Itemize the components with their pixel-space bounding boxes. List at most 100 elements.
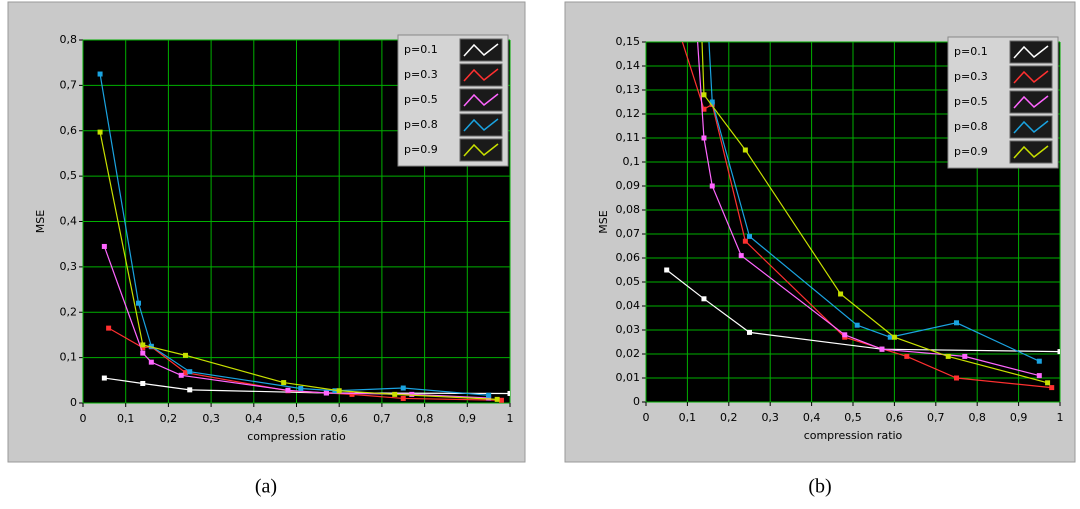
y-tick-label: 0,3: [60, 260, 78, 273]
point-marker: [136, 300, 142, 306]
point-marker: [187, 369, 193, 375]
legend-label: p=0.3: [404, 68, 438, 81]
y-tick-label: 0,1: [623, 155, 641, 168]
x-tick-label: 0,4: [245, 412, 263, 425]
y-tick-label: 0,15: [616, 35, 641, 48]
legend-swatch-bg: [459, 38, 503, 62]
legend-label: p=0.9: [404, 143, 438, 156]
caption: (a): [255, 476, 277, 498]
point-marker: [494, 396, 500, 402]
point-marker: [400, 385, 406, 391]
point-marker: [140, 342, 146, 348]
point-marker: [701, 92, 707, 98]
point-marker: [891, 334, 897, 340]
y-tick-label: 0,4: [60, 215, 78, 228]
x-tick-label: 0,9: [459, 412, 477, 425]
point-marker: [904, 353, 910, 359]
legend-label: p=0.8: [954, 120, 988, 133]
x-tick-label: 0,2: [720, 411, 738, 424]
point-marker: [709, 99, 715, 105]
y-tick-label: 0,8: [60, 33, 78, 46]
series-group: [664, 42, 1060, 391]
point-marker: [738, 253, 744, 259]
point-marker: [747, 329, 752, 335]
y-tick-label: 0,06: [616, 251, 641, 264]
x-tick-label: 0: [80, 412, 87, 425]
point-marker: [349, 391, 355, 397]
point-marker: [106, 325, 112, 331]
x-tick-label: 0,5: [288, 412, 306, 425]
legend-label: p=0.1: [404, 43, 438, 56]
point-marker: [486, 395, 492, 401]
legend-swatch: [1013, 145, 1049, 159]
legend-swatch-bg: [1009, 40, 1053, 64]
y-tick-label: 0,05: [616, 275, 641, 288]
y-tick-label: 0: [70, 396, 77, 409]
point-marker: [298, 385, 304, 391]
point-marker: [1057, 349, 1060, 355]
point-marker: [747, 233, 752, 239]
y-tick-label: 0,12: [616, 107, 641, 120]
x-tick-label: 0,5: [844, 411, 862, 424]
series-line: [99, 73, 489, 396]
x-tick-label: 0,4: [803, 411, 821, 424]
point-marker: [182, 370, 188, 376]
y-tick-label: 0,5: [60, 169, 78, 182]
legend-label: p=0.8: [404, 118, 438, 131]
point-marker: [742, 147, 748, 153]
y-tick-label: 0,02: [616, 347, 641, 360]
point-marker: [148, 343, 154, 349]
point-marker: [1036, 373, 1042, 379]
point-marker: [838, 291, 844, 297]
point-marker: [954, 375, 959, 381]
point-marker: [97, 129, 103, 135]
y-axis-label: MSE: [597, 210, 610, 233]
y-tick-label: 0,1: [60, 351, 78, 364]
point-marker: [281, 380, 287, 386]
x-tick-label: 0,3: [202, 412, 220, 425]
x-tick-label: 0,1: [117, 412, 135, 425]
legend-swatch: [463, 93, 499, 107]
y-tick-label: 0,2: [60, 305, 78, 318]
legend-swatch-bg: [1009, 140, 1053, 164]
y-axis-label: MSE: [34, 210, 47, 233]
point-marker: [178, 372, 184, 378]
legend-swatch-bg: [459, 63, 503, 87]
point-marker: [701, 135, 707, 141]
y-tick-label: 0,11: [616, 131, 641, 144]
point-marker: [664, 267, 670, 273]
x-tick-label: 0,6: [886, 411, 904, 424]
point-marker: [182, 352, 188, 358]
point-marker: [709, 183, 715, 189]
point-marker: [486, 392, 492, 398]
x-tick-label: 1: [507, 412, 514, 425]
point-marker: [140, 350, 146, 356]
point-marker: [140, 345, 146, 351]
series-line: [697, 42, 1040, 377]
y-tick-label: 0,14: [616, 59, 641, 72]
point-marker: [323, 390, 329, 396]
legend-swatch-bg: [459, 88, 503, 112]
x-tick-label: 0,2: [160, 412, 178, 425]
y-tick-label: 0,7: [60, 78, 78, 91]
point-marker: [332, 388, 338, 394]
point-marker: [842, 332, 848, 338]
y-tick-label: 0,13: [616, 83, 641, 96]
legend-swatch: [463, 143, 499, 157]
legend-swatch: [463, 118, 499, 132]
legend-label: p=0.3: [954, 70, 988, 83]
x-axis-label: compression ratio: [247, 430, 346, 443]
x-tick-label: 0,7: [373, 412, 391, 425]
legend-label: p=0.5: [404, 93, 438, 106]
legend-label: p=0.1: [954, 45, 988, 58]
x-axis-label: compression ratio: [804, 429, 903, 442]
point-marker: [954, 320, 959, 326]
legend-swatch: [1013, 45, 1049, 59]
series-group: [97, 71, 510, 403]
point-marker: [336, 388, 342, 394]
point-marker: [140, 380, 146, 386]
point-marker: [409, 391, 415, 397]
y-tick-label: 0,07: [616, 227, 641, 240]
x-tick-label: 0: [643, 411, 650, 424]
